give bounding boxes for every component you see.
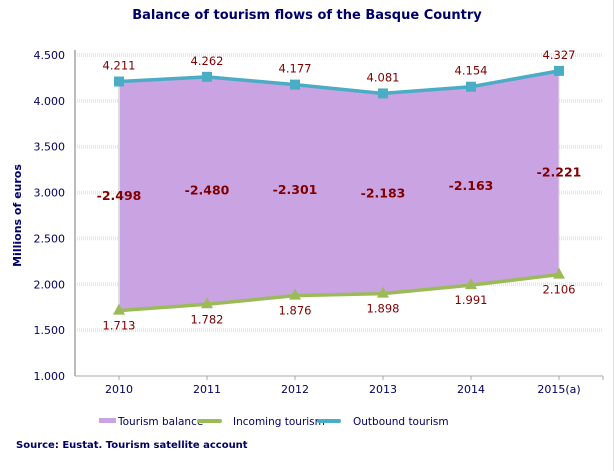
- balance-data-label: -2.480: [185, 183, 230, 198]
- balance-data-label: -2.301: [273, 182, 318, 197]
- y-tick-label: 1.000: [34, 370, 66, 383]
- y-tick-label: 2.500: [34, 232, 66, 245]
- outbound-point: [114, 76, 124, 87]
- incoming-point: [377, 286, 389, 298]
- x-tick-label: 2011: [193, 383, 221, 396]
- outbound-data-label: 4.177: [279, 62, 312, 76]
- legend-label-incoming: Incoming tourism: [233, 416, 325, 428]
- legend-label-balance: Tourism balance: [117, 416, 203, 428]
- incoming-data-label: 1.782: [191, 312, 224, 326]
- chart-title: Balance of tourism flows of the Basque C…: [132, 8, 482, 23]
- incoming-point: [289, 288, 301, 300]
- incoming-data-label: 1.898: [367, 302, 400, 316]
- balance-data-label: -2.163: [449, 178, 494, 193]
- x-tick-label: 2013: [369, 383, 397, 396]
- incoming-point: [201, 297, 213, 309]
- balance-data-label: -2.183: [361, 186, 406, 201]
- incoming-tourism-line: [118, 272, 560, 313]
- legend-swatch-balance: [99, 418, 116, 423]
- incoming-point: [113, 303, 125, 315]
- outbound-data-label: 4.327: [543, 48, 576, 62]
- x-tick-label: 2010: [105, 383, 133, 396]
- y-tick-label: 3.000: [34, 187, 66, 200]
- tourism-balance-area: [119, 70, 559, 311]
- incoming-point: [553, 267, 565, 279]
- incoming-data-label: 1.876: [279, 304, 312, 318]
- x-tick-label: 2012: [281, 383, 309, 396]
- outbound-data-label: 4.081: [367, 70, 400, 84]
- y-tick-label: 4.000: [34, 95, 66, 108]
- y-tick-label: 1.500: [34, 324, 66, 337]
- incoming-data-label: 1.713: [103, 319, 136, 333]
- balance-data-label: -2.221: [537, 165, 582, 180]
- outbound-point: [202, 71, 212, 82]
- outbound-point: [378, 88, 388, 99]
- source-note: Source: Eustat. Tourism satellite accoun…: [16, 440, 248, 451]
- legend-label-outbound: Outbound tourism: [353, 416, 449, 428]
- incoming-point: [465, 278, 477, 290]
- outbound-data-label: 4.262: [191, 54, 224, 68]
- outbound-data-label: 4.154: [455, 64, 488, 78]
- incoming-data-label: 1.991: [455, 293, 488, 307]
- outbound-data-label: 4.211: [103, 59, 136, 73]
- outbound-tourism-line: [118, 69, 560, 96]
- y-tick-label: 2.000: [34, 278, 66, 291]
- x-tick-label: 2015(a): [537, 383, 580, 396]
- incoming-data-label: 2.106: [543, 283, 576, 297]
- y-axis-title: Millions of euros: [11, 164, 24, 267]
- outbound-point: [466, 81, 476, 92]
- x-tick-label: 2014: [457, 383, 485, 396]
- outbound-point: [290, 79, 300, 90]
- balance-data-label: -2.498: [97, 188, 142, 203]
- y-tick-label: 4.500: [34, 49, 66, 62]
- y-tick-label: 3.500: [34, 141, 66, 154]
- outbound-point: [554, 65, 564, 76]
